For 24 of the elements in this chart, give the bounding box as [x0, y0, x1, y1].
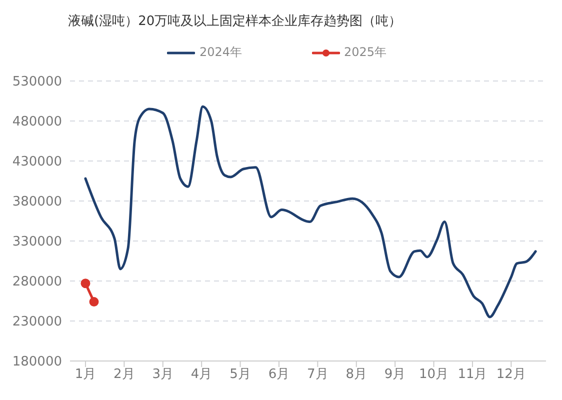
x-tick-label: 9月	[384, 367, 406, 382]
x-tick-label: 10月	[419, 367, 449, 382]
y-tick-label: 530000	[12, 74, 62, 90]
x-tick-label: 4月	[190, 367, 212, 382]
chart-title: 液碱(湿吨）20万吨及以上固定样本企业库存趋势图（吨）	[67, 13, 403, 31]
legend-label: 2024年	[198, 44, 242, 61]
y-tick-label: 480000	[12, 114, 62, 130]
x-tick-label: 5月	[230, 367, 251, 382]
y-tick-label: 430000	[12, 154, 62, 170]
line-series	[84, 105, 537, 318]
x-tick-label: 11月	[458, 367, 488, 382]
y-tick-label: 280000	[12, 274, 62, 290]
x-tick-label: 3月	[152, 367, 174, 382]
y-tick-label: 230000	[12, 314, 62, 330]
x-tick-label: 1月	[74, 367, 96, 382]
x-tick-label: 2月	[114, 367, 135, 382]
x-tick-label: 7月	[307, 367, 328, 382]
x-tick-label: 6月	[268, 367, 290, 382]
y-tick-label: 380000	[12, 194, 62, 210]
x-tick-label: 12月	[496, 367, 526, 382]
y-tick-label: 180000	[12, 354, 62, 370]
y-tick-label: 330000	[12, 234, 62, 250]
legend-label: 2025年	[343, 44, 387, 61]
x-tick-label: 8月	[346, 367, 368, 382]
